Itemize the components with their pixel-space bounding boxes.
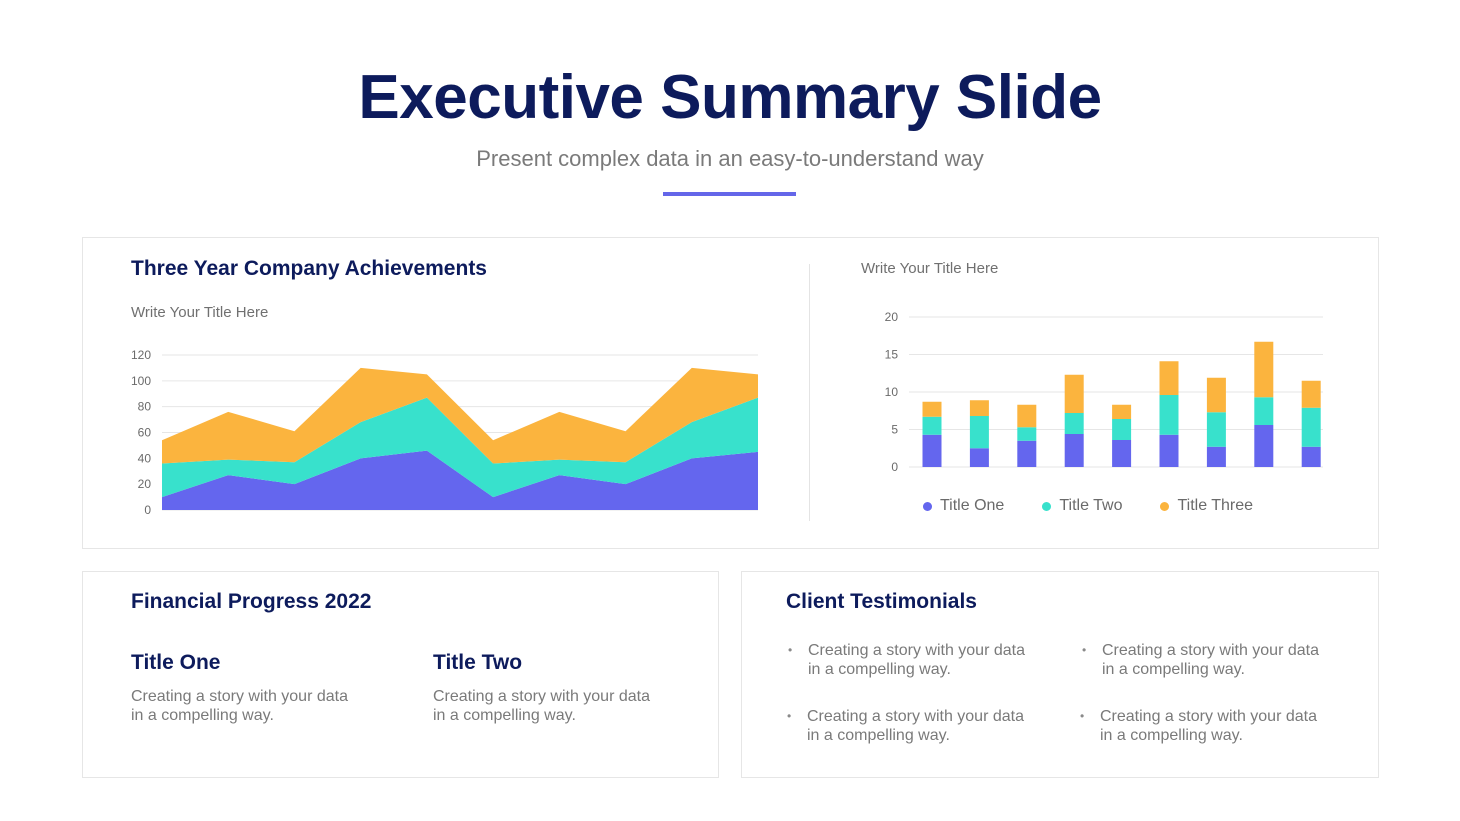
bar-segment [922, 416, 942, 435]
bar-chart-legend: Title One Title Two Title Three [923, 497, 1253, 515]
testimonial-line: Creating a story with your data [808, 642, 1025, 659]
financial-item-title: Title One [131, 651, 221, 674]
area-series [162, 397, 758, 498]
testimonial-line: in a compelling way. [807, 727, 950, 744]
page-subtitle: Present complex data in an easy-to-under… [476, 146, 984, 171]
bullet-icon: • [1080, 709, 1085, 723]
y-tick-label: 0 [891, 460, 898, 474]
bar-segment [922, 434, 942, 467]
testimonial-line: Creating a story with your data [807, 708, 1024, 725]
bar-segment [1254, 397, 1274, 425]
y-tick-label: 5 [891, 423, 898, 437]
area-series [162, 367, 758, 464]
financial-item-body: Creating a story with your data in a com… [433, 687, 693, 725]
bar-segment [1301, 407, 1321, 447]
area-chart-title: Write Your Title Here [131, 304, 269, 321]
bar-segment [1159, 395, 1179, 435]
panel-divider [809, 264, 810, 521]
bar-segment [1112, 404, 1132, 419]
bar-segment [1017, 427, 1037, 441]
body-line: Creating a story with your data [131, 688, 348, 705]
achievements-heading: Three Year Company Achievements [131, 257, 487, 280]
y-tick-label: 20 [138, 477, 152, 491]
y-tick-label: 80 [138, 400, 152, 414]
bar-segment [1064, 374, 1084, 413]
legend-dot-icon [923, 501, 932, 511]
testimonial-item: • Creating a story with your data in a c… [788, 641, 1038, 679]
bar-segment [1254, 425, 1274, 467]
bar-segment [922, 401, 942, 417]
testimonial-line: Creating a story with your data [1100, 708, 1317, 725]
bar-segment [1064, 434, 1084, 467]
legend-dot-icon [1042, 501, 1052, 511]
testimonials-panel: Client Testimonials • Creating a story w… [741, 571, 1379, 778]
page-title: Executive Summary Slide [358, 63, 1102, 132]
area-series [162, 450, 758, 510]
testimonial-item: • Creating a story with your data in a c… [787, 707, 1037, 745]
testimonial-line: in a compelling way. [1102, 661, 1245, 678]
financial-panel: Financial Progress 2022 Title One Creati… [82, 571, 719, 778]
bar-segment [1159, 434, 1179, 467]
y-tick-label: 60 [138, 426, 152, 440]
body-line: Creating a story with your data [433, 688, 650, 705]
title-accent-bar [663, 192, 796, 196]
bullet-icon: • [788, 643, 793, 657]
bar-segment [1159, 361, 1179, 395]
bar-segment [969, 416, 989, 449]
bar-segment [969, 448, 989, 467]
stacked-bar-chart: 0 5 10 15 20 [885, 310, 1323, 474]
legend-item-title-three: Title Three [1160, 497, 1253, 515]
y-tick-label: 0 [144, 503, 151, 517]
bar-segment [1017, 440, 1037, 467]
testimonial-item: • Creating a story with your data in a c… [1082, 641, 1332, 679]
testimonial-line: in a compelling way. [1100, 727, 1243, 744]
financial-heading: Financial Progress 2022 [131, 590, 372, 613]
body-line: in a compelling way. [433, 707, 576, 724]
testimonial-item: • Creating a story with your data in a c… [1080, 707, 1330, 745]
y-tick-label: 100 [131, 374, 151, 388]
y-tick-label: 20 [885, 310, 899, 324]
testimonial-line: in a compelling way. [808, 661, 951, 678]
bar-segment [1017, 404, 1037, 428]
y-tick-label: 10 [885, 385, 899, 399]
testimonials-heading: Client Testimonials [786, 590, 977, 613]
bar-segment [1254, 341, 1274, 398]
bar-segment [1301, 446, 1321, 467]
financial-item-body: Creating a story with your data in a com… [131, 687, 391, 725]
y-tick-label: 40 [138, 451, 152, 465]
bar-segment [1112, 419, 1132, 440]
bar-segment [1206, 446, 1226, 467]
bar-segment [1206, 377, 1226, 413]
bar-segment [1301, 380, 1321, 408]
legend-label: Title One [940, 497, 1005, 514]
y-tick-label: 120 [131, 348, 151, 362]
financial-item-title: Title Two [433, 651, 523, 674]
body-line: in a compelling way. [131, 707, 274, 724]
bar-chart-title: Write Your Title Here [861, 260, 999, 277]
legend-label: Title Two [1059, 497, 1123, 514]
y-tick-label: 15 [885, 348, 899, 362]
legend-item-title-one: Title One [923, 497, 1004, 515]
bar-segment [969, 400, 989, 416]
bullet-icon: • [787, 709, 792, 723]
legend-dot-icon [1160, 501, 1170, 511]
legend-item-title-two: Title Two [1042, 497, 1122, 515]
achievements-panel: Three Year Company Achievements Write Yo… [82, 237, 1379, 549]
testimonial-line: Creating a story with your data [1102, 642, 1319, 659]
bullet-icon: • [1082, 643, 1087, 657]
bar-segment [1064, 413, 1084, 434]
stacked-area-chart: 0 20 40 60 80 100 120 [131, 348, 758, 517]
bar-segment [1112, 440, 1132, 467]
legend-label: Title Three [1177, 497, 1254, 514]
bar-segment [1206, 412, 1226, 447]
